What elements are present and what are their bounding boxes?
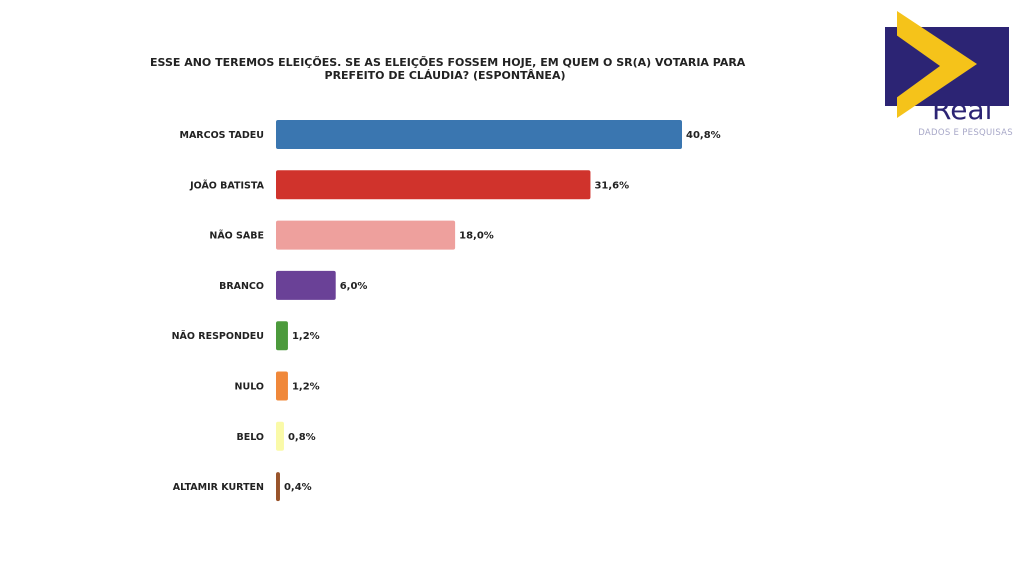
- category-label-4: NÃO RESPONDEU: [172, 331, 264, 342]
- category-label-3: BRANCO: [219, 281, 264, 292]
- chart-title: ESSE ANO TEREMOS ELEIÇÕES. SE AS ELEIÇÕE…: [150, 56, 746, 82]
- bar-1: [276, 170, 591, 200]
- category-label-2: NÃO SABE: [209, 231, 264, 242]
- bar-6: [276, 421, 284, 451]
- category-label-7: ALTAMIR KURTEN: [173, 482, 264, 493]
- chart-title-line-1: ESSE ANO TEREMOS ELEIÇÕES. SE AS ELEIÇÕE…: [150, 56, 746, 69]
- real-logo-icon: [885, 11, 1009, 118]
- category-label-1: JOÃO BATISTA: [189, 180, 265, 191]
- value-label-5: 1,2%: [292, 382, 320, 393]
- logo-wordmark: Real: [932, 93, 993, 126]
- bar-5: [276, 371, 288, 401]
- value-label-0: 40,8%: [686, 130, 721, 141]
- value-label-3: 6,0%: [340, 281, 368, 292]
- bar-2: [276, 220, 456, 250]
- bar-0: [276, 120, 682, 149]
- value-label-7: 0,4%: [284, 482, 312, 493]
- value-label-6: 0,8%: [288, 432, 316, 443]
- logo-navy-notch: [885, 27, 940, 106]
- bar-3: [276, 270, 336, 300]
- value-label-4: 1,2%: [292, 331, 320, 342]
- category-label-6: BELO: [236, 432, 264, 443]
- chart-title-line-2: PREFEITO DE CLÁUDIA? (ESPONTÂNEA): [324, 69, 566, 82]
- category-label-5: NULO: [235, 382, 264, 393]
- value-label-1: 31,6%: [594, 180, 629, 191]
- bar-7: [276, 472, 280, 502]
- category-label-0: MARCOS TADEU: [179, 130, 264, 141]
- logo-tagline: DADOS E PESQUISAS: [918, 128, 1013, 138]
- bar-4: [276, 321, 288, 351]
- value-label-2: 18,0%: [459, 231, 494, 242]
